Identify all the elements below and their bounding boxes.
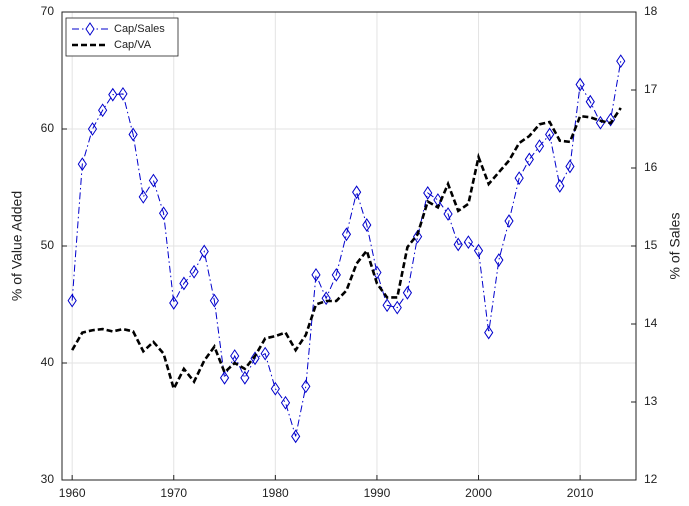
- y-tick-label: 70: [41, 4, 55, 18]
- data-point: [514, 171, 524, 186]
- y-tick-label: 60: [41, 121, 55, 135]
- data-point: [331, 267, 341, 282]
- data-point: [504, 214, 514, 228]
- legend-label: Cap/Sales: [114, 23, 165, 35]
- y2-tick-label: 14: [644, 316, 658, 330]
- data-point: [240, 370, 250, 385]
- data-point: [209, 293, 219, 308]
- data-point: [352, 185, 362, 200]
- data-point: [77, 157, 87, 172]
- data-point: [158, 206, 169, 221]
- x-tick-label: 1980: [262, 486, 289, 500]
- x-tick-label: 2010: [567, 486, 594, 500]
- data-point: [606, 112, 616, 127]
- y2-tick-label: 15: [644, 238, 658, 252]
- data-point: [341, 227, 352, 242]
- data-point: [118, 86, 128, 101]
- data-point: [453, 237, 463, 252]
- data-point: [565, 159, 575, 174]
- data-point: [98, 103, 108, 118]
- y2-tick-label: 16: [644, 160, 658, 174]
- data-point: [494, 253, 504, 267]
- x-tick-label: 1960: [59, 486, 86, 500]
- data-point: [301, 379, 311, 394]
- y2-tick-label: 13: [644, 394, 658, 408]
- y-tick-label: 40: [41, 355, 55, 369]
- legend-marker: [85, 22, 95, 36]
- data-point: [179, 276, 189, 291]
- data-point: [280, 395, 291, 410]
- data-point: [423, 186, 433, 200]
- data-point: [575, 77, 585, 92]
- x-tick-label: 2000: [465, 486, 492, 500]
- data-point: [402, 285, 413, 300]
- data-point: [189, 264, 199, 279]
- data-point: [108, 87, 118, 102]
- x-tick-label: 1990: [364, 486, 391, 500]
- data-point: [443, 207, 453, 221]
- data-point: [199, 244, 209, 259]
- y-tick-label: 30: [41, 472, 55, 486]
- data-point: [138, 189, 148, 204]
- legend-box: [65, 17, 179, 57]
- data-point: [260, 346, 270, 361]
- y2-tick-label: 12: [644, 472, 658, 486]
- data-point: [250, 351, 260, 366]
- data-point: [412, 229, 423, 244]
- y-tick-label: 50: [41, 238, 55, 252]
- data-point: [128, 127, 138, 142]
- data-point: [291, 429, 301, 444]
- data-point: [382, 298, 392, 313]
- data-point: [311, 267, 321, 282]
- data-point: [362, 218, 372, 232]
- data-point: [321, 291, 331, 306]
- series-line: [71, 107, 622, 393]
- series-line: [71, 61, 622, 437]
- data-point: [545, 127, 555, 142]
- plot-frame: [61, 11, 637, 481]
- data-point: [463, 235, 473, 250]
- data-point: [524, 152, 534, 167]
- legend-label: Cap/VA: [114, 39, 152, 51]
- y2-axis-label: % of Sales: [667, 213, 683, 280]
- data-point: [585, 94, 595, 109]
- y-axis-label: % of Value Added: [9, 191, 25, 301]
- data-point: [87, 122, 98, 136]
- data-point: [270, 381, 280, 396]
- data-point: [67, 293, 77, 308]
- y2-tick-label: 17: [644, 82, 658, 96]
- data-point: [473, 243, 484, 258]
- data-point: [555, 179, 565, 193]
- data-point: [392, 300, 402, 315]
- data-point: [484, 325, 494, 340]
- x-tick-label: 1970: [160, 486, 187, 500]
- y2-tick-label: 18: [644, 4, 658, 18]
- data-point: [169, 296, 179, 310]
- data-point: [534, 139, 545, 154]
- data-point: [616, 54, 626, 69]
- data-point: [148, 173, 159, 188]
- data-point: [219, 370, 230, 385]
